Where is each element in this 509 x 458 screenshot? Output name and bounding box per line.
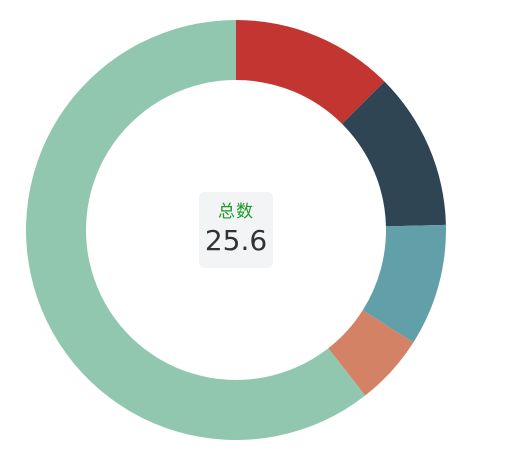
total-summary-box: 总数 25.6 bbox=[199, 192, 273, 268]
donut-slice-1[interactable] bbox=[236, 20, 385, 124]
donut-slice-5[interactable] bbox=[26, 20, 366, 440]
donut-slice-2[interactable] bbox=[342, 81, 446, 227]
donut-slice-4[interactable] bbox=[328, 310, 414, 396]
total-value: 25.6 bbox=[204, 224, 268, 257]
total-label: 总数 bbox=[218, 202, 254, 222]
donut-slice-3[interactable] bbox=[362, 224, 446, 343]
